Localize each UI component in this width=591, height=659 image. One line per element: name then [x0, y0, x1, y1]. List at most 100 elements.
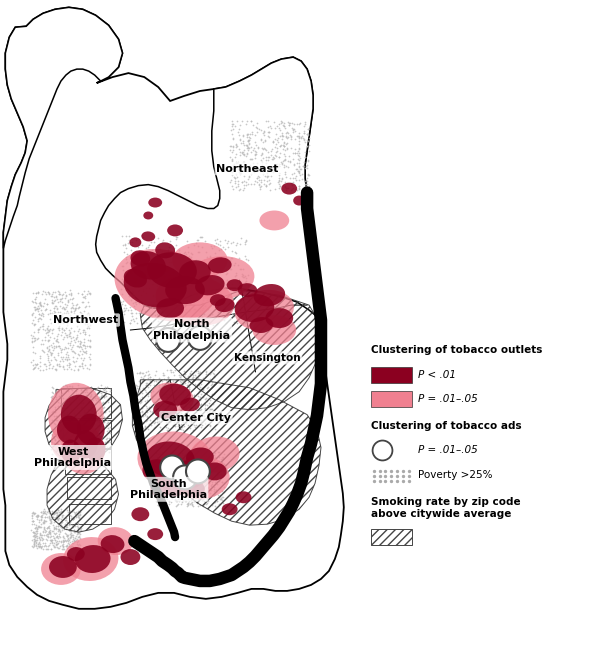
Point — [200, 451, 209, 461]
Point — [232, 268, 241, 278]
Point — [48, 297, 57, 308]
Point — [59, 362, 68, 372]
Point — [228, 119, 237, 129]
Point — [46, 359, 55, 370]
Point — [227, 147, 236, 158]
Point — [203, 471, 213, 482]
Point — [147, 401, 156, 412]
Point — [192, 235, 202, 245]
Point — [53, 521, 63, 531]
Point — [181, 314, 190, 324]
Point — [175, 372, 184, 382]
Point — [168, 399, 178, 410]
Point — [43, 531, 52, 542]
Point — [72, 428, 82, 439]
Point — [200, 490, 210, 500]
Point — [168, 481, 177, 492]
Ellipse shape — [252, 315, 296, 345]
Point — [206, 488, 215, 498]
Point — [73, 434, 82, 444]
Point — [60, 408, 69, 418]
Point — [69, 293, 78, 304]
Point — [103, 417, 112, 428]
Point — [153, 484, 163, 495]
Point — [288, 177, 298, 187]
Point — [80, 329, 90, 339]
Point — [40, 538, 50, 548]
Point — [173, 486, 183, 497]
Point — [46, 529, 55, 539]
Point — [215, 469, 225, 480]
Point — [141, 410, 150, 420]
Point — [55, 521, 64, 531]
Point — [174, 489, 183, 500]
Point — [142, 395, 152, 405]
Point — [164, 245, 173, 256]
Point — [235, 283, 244, 294]
Point — [161, 468, 170, 478]
Point — [70, 364, 79, 375]
Point — [219, 299, 228, 310]
Ellipse shape — [155, 243, 175, 258]
Point — [99, 443, 108, 453]
Point — [304, 140, 314, 150]
Point — [29, 297, 38, 308]
Point — [200, 476, 210, 486]
Point — [202, 383, 212, 393]
Point — [141, 385, 150, 395]
Point — [144, 420, 153, 431]
Point — [271, 129, 280, 139]
Point — [137, 396, 146, 407]
Point — [176, 451, 185, 462]
Point — [181, 482, 190, 492]
Point — [170, 478, 180, 489]
Point — [134, 383, 144, 393]
Point — [142, 403, 152, 413]
Point — [99, 422, 109, 432]
Point — [65, 399, 74, 410]
Point — [31, 304, 40, 314]
Point — [184, 405, 194, 415]
Point — [68, 532, 77, 542]
Point — [209, 294, 219, 304]
Point — [57, 347, 66, 357]
Point — [241, 151, 251, 161]
Point — [73, 519, 82, 530]
Point — [226, 125, 236, 136]
Point — [300, 152, 309, 162]
Point — [76, 360, 85, 371]
Point — [135, 398, 145, 409]
Point — [183, 479, 192, 490]
Point — [79, 347, 88, 357]
Point — [223, 236, 233, 246]
Point — [99, 445, 108, 456]
Point — [152, 284, 161, 295]
Point — [53, 510, 63, 521]
Point — [135, 368, 145, 379]
Point — [280, 121, 289, 132]
Point — [161, 263, 170, 273]
Point — [164, 413, 173, 424]
Point — [164, 496, 174, 506]
Point — [152, 492, 162, 503]
Point — [76, 522, 86, 532]
Point — [181, 481, 190, 492]
Point — [189, 424, 198, 435]
Point — [235, 150, 245, 160]
Point — [60, 534, 70, 545]
Point — [177, 447, 187, 458]
Point — [294, 183, 304, 194]
Point — [245, 159, 255, 170]
Point — [261, 116, 271, 127]
Point — [53, 397, 62, 407]
Point — [59, 381, 68, 391]
Point — [299, 157, 309, 167]
Point — [163, 372, 173, 382]
Point — [44, 288, 53, 299]
Point — [28, 507, 37, 518]
Point — [37, 542, 46, 552]
Point — [85, 433, 95, 444]
Ellipse shape — [185, 256, 254, 301]
Point — [208, 474, 217, 485]
Point — [284, 151, 293, 161]
